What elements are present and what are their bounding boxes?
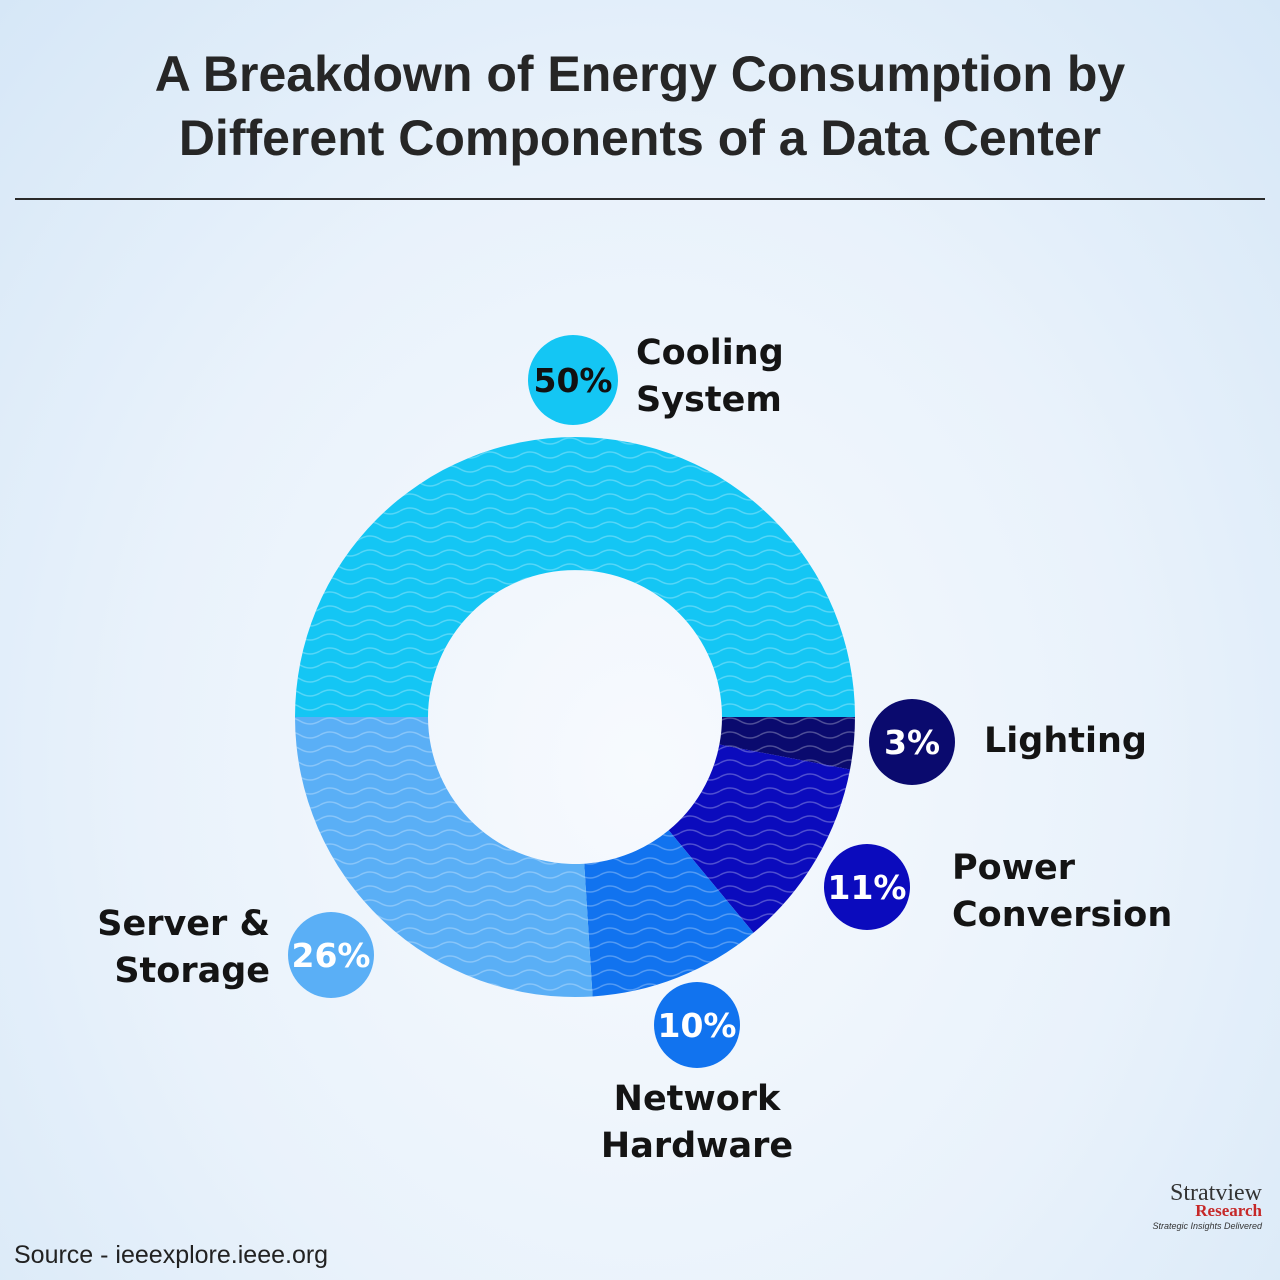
label-line: Lighting: [984, 721, 1147, 761]
data-label: 3%: [884, 723, 940, 762]
slice-texture: [719, 717, 855, 770]
data-label: 11%: [828, 868, 907, 907]
slice-texture: [295, 437, 855, 717]
title-line-1: A Breakdown of Energy Consumption by: [154, 46, 1126, 102]
value-badge: [654, 982, 740, 1068]
label-line: Server &: [97, 904, 270, 944]
data-label: 10%: [658, 1006, 737, 1045]
title-line-2: Different Components of a Data Center: [178, 110, 1102, 166]
label-line: Hardware: [600, 1126, 794, 1166]
data-label: 26%: [292, 936, 371, 975]
title-divider: [15, 198, 1265, 200]
label-network-hardware: Network Hardware: [597, 1076, 797, 1170]
data-label: 50%: [534, 361, 613, 400]
value-badge: [869, 699, 955, 785]
slice-texture: [295, 717, 593, 997]
chart-title: A Breakdown of Energy Consumption by Dif…: [0, 42, 1280, 170]
value-badge: [824, 844, 910, 930]
value-badge: [288, 912, 374, 998]
label-lighting: Lighting: [984, 718, 1147, 765]
logo-tagline: Strategic Insights Delivered: [1152, 1221, 1262, 1231]
label-line: Power: [952, 848, 1076, 888]
label-line: Network: [613, 1079, 781, 1119]
label-cooling-system: Cooling System: [636, 330, 784, 424]
label-line: Storage: [114, 951, 270, 991]
slice-texture: [668, 744, 851, 933]
source-note: Source - ieeexplore.ieee.org: [14, 1241, 329, 1269]
logo-sub: Research: [1195, 1201, 1262, 1220]
stratview-logo: Stratview Research Strategic Insights De…: [1112, 1180, 1262, 1231]
label-power-conversion: Power Conversion: [952, 845, 1172, 939]
label-server-storage: Server & Storage: [70, 901, 270, 995]
label-line: System: [636, 380, 782, 420]
logo-name: Stratview: [1170, 1180, 1262, 1206]
value-badge: [528, 335, 618, 425]
label-line: Conversion: [952, 895, 1173, 935]
slice-texture: [584, 830, 754, 997]
label-line: Cooling: [636, 333, 784, 373]
